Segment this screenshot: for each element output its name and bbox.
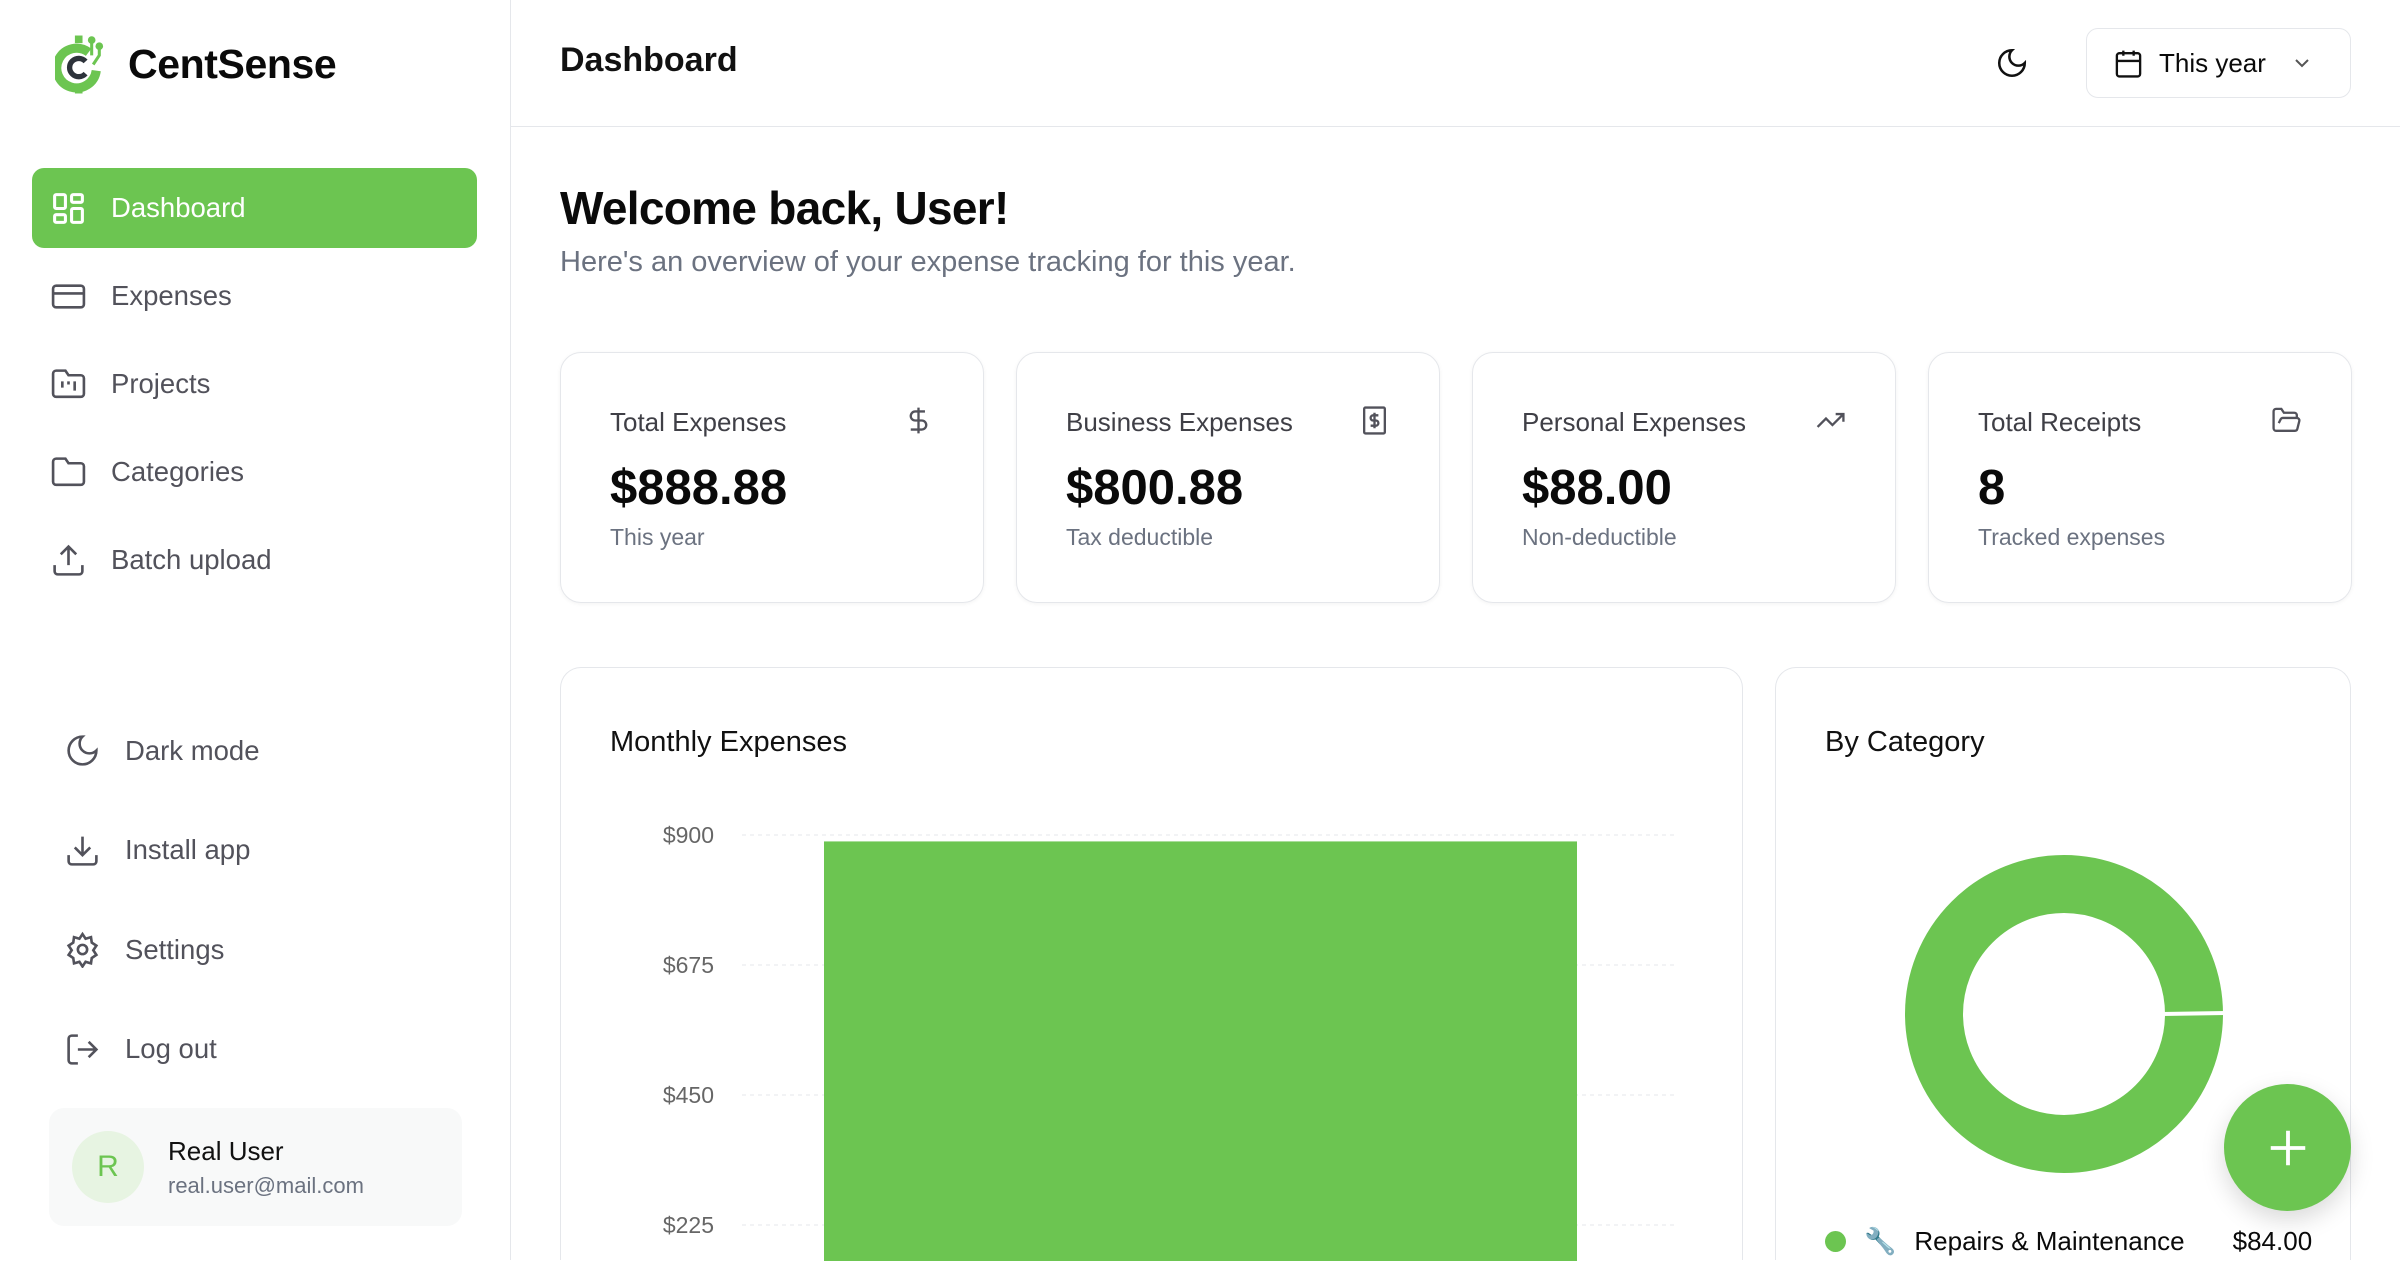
theme-toggle-button[interactable] — [1983, 40, 2041, 86]
card-value: $88.00 — [1522, 461, 1672, 515]
folder-open-icon — [2272, 407, 2301, 432]
slice-gap — [2161, 1011, 2227, 1016]
card-value: 8 — [1978, 461, 2006, 515]
page-title: Dashboard — [560, 41, 738, 79]
add-expense-button[interactable] — [2224, 1084, 2351, 1211]
sidebar-item-projects[interactable]: Projects — [32, 344, 477, 424]
card-note: Tracked expenses — [1978, 524, 2166, 550]
settings-button[interactable]: Settings — [49, 900, 462, 1000]
trending-up-icon — [1816, 412, 1845, 428]
moon-icon — [1997, 48, 2027, 78]
avatar: R — [72, 1131, 144, 1203]
dark-mode-label: Dark mode — [125, 734, 260, 766]
calendar-icon — [2115, 50, 2142, 78]
sidebar-item-dashboard[interactable]: Dashboard — [32, 168, 477, 248]
stat-card-business-expenses: Business Expenses $800.88 Tax deductible — [1016, 352, 1440, 603]
stat-card-total-expenses: Total Expenses $888.88 This year — [560, 352, 984, 603]
sidebar-item-label: Dashboard — [111, 192, 246, 223]
layout-grid-icon — [53, 192, 84, 224]
dollar-icon — [909, 407, 928, 434]
dark-mode-button[interactable]: Dark mode — [49, 701, 462, 801]
card-note: Tax deductible — [1066, 524, 1214, 550]
card-note: This year — [610, 524, 705, 550]
card-label: Total Expenses — [610, 407, 787, 437]
card-label: Total Receipts — [1978, 407, 2142, 437]
user-profile[interactable]: R Real User real.user@mail.com — [49, 1108, 462, 1226]
sidebar-bottom: Dark mode Install app Settings Log out — [49, 701, 462, 1099]
user-email: real.user@mail.com — [168, 1172, 364, 1198]
download-icon — [67, 836, 98, 866]
welcome-heading: Welcome back, User! — [560, 182, 1009, 234]
chart-title: By Category — [1825, 726, 1985, 758]
sidebar-item-expenses[interactable]: Expenses — [32, 256, 477, 336]
folder-kanban-icon — [51, 368, 86, 398]
sidebar-item-batch-upload[interactable]: Batch upload — [32, 520, 477, 600]
chevron-down-icon — [2295, 59, 2309, 68]
by-category-panel: By Category 🔧 Repairs & Maintenance $84.… — [1775, 667, 2351, 1260]
app-name: CentSense — [128, 41, 337, 87]
sidebar-item-categories[interactable]: Categories — [32, 432, 477, 512]
bar — [824, 841, 1577, 1261]
sidebar-nav: Dashboard Expenses Projects Categories B… — [32, 168, 477, 608]
category-donut-chart — [1905, 855, 2227, 1173]
sidebar-item-label: Categories — [111, 456, 244, 487]
card-note: Non-deductible — [1522, 524, 1677, 550]
card-label: Business Expenses — [1066, 407, 1293, 437]
log-out-label: Log out — [125, 1033, 217, 1065]
install-app-label: Install app — [125, 834, 251, 866]
sidebar-item-label: Batch upload — [111, 544, 272, 575]
chart-title: Monthly Expenses — [610, 726, 847, 758]
header: Dashboard This year — [511, 0, 2400, 127]
folder-icon — [51, 456, 86, 486]
sidebar-item-label: Projects — [111, 368, 211, 399]
sidebar-item-label: Expenses — [111, 280, 232, 311]
centsense-logo-icon — [55, 35, 104, 94]
stat-card-personal-expenses: Personal Expenses $88.00 Non-deductible — [1472, 352, 1896, 603]
log-out-button[interactable]: Log out — [49, 1000, 462, 1100]
credit-card-icon — [51, 283, 86, 309]
logo[interactable]: CentSense — [55, 34, 337, 95]
settings-label: Settings — [125, 933, 225, 965]
y-tick-label: $450 — [663, 1082, 714, 1108]
upload-icon — [53, 544, 84, 576]
y-tick-label: $225 — [663, 1212, 714, 1238]
donut-slice — [1905, 855, 2223, 1173]
plus-icon — [2270, 1130, 2305, 1165]
card-label: Personal Expenses — [1522, 407, 1747, 437]
legend-label: Repairs & Maintenance — [1914, 1226, 2185, 1256]
moon-icon — [67, 735, 98, 766]
user-name: Real User — [168, 1135, 284, 1166]
y-tick-label: $900 — [663, 822, 714, 848]
legend-swatch — [1825, 1231, 1846, 1252]
gear-icon — [66, 931, 99, 969]
date-range-value: This year — [2159, 47, 2266, 78]
y-tick-label: $675 — [663, 952, 714, 978]
legend-item: 🔧 Repairs & Maintenance $84.00 — [1825, 1226, 2312, 1257]
sidebar: CentSense Dashboard Expenses Projects Ca… — [0, 0, 511, 1260]
card-value: $800.88 — [1066, 461, 1244, 515]
stat-card-total-receipts: Total Receipts 8 Tracked expenses — [1928, 352, 2352, 603]
monthly-expenses-panel: Monthly Expenses $900 $675 $450 $225 — [560, 667, 1743, 1261]
receipt-icon — [1363, 406, 1386, 435]
wrench-icon: 🔧 — [1864, 1226, 1897, 1256]
install-app-button[interactable]: Install app — [49, 801, 462, 901]
card-value: $888.88 — [610, 461, 788, 515]
date-range-select[interactable]: This year — [2086, 28, 2351, 98]
legend-value: $84.00 — [2232, 1226, 2313, 1256]
log-out-icon — [67, 1034, 99, 1065]
welcome-subtitle: Here's an overview of your expense track… — [560, 246, 1296, 278]
monthly-expenses-chart: $900 $675 $450 $225 — [663, 822, 1675, 1261]
